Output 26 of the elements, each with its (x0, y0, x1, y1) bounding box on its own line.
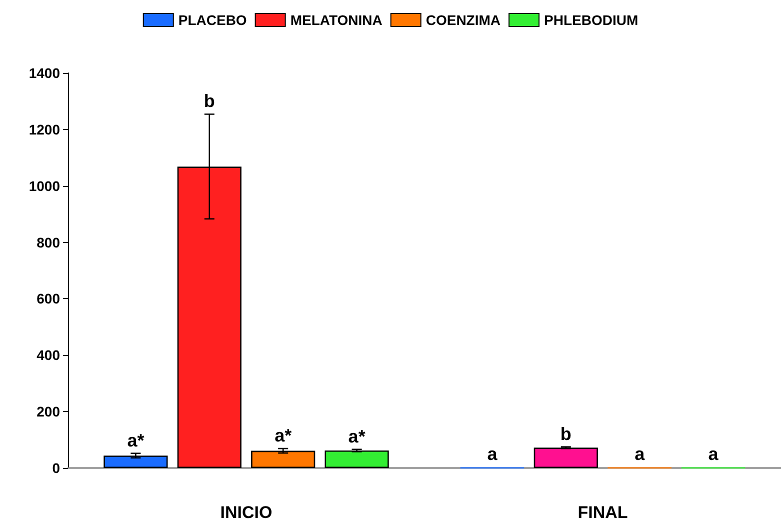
y-tick-label: 1400 (28, 65, 60, 81)
legend-label: COENZIMA (426, 12, 501, 28)
y-tick-label: 1000 (28, 178, 60, 194)
bar (104, 456, 168, 468)
y-tick-label: 400 (36, 347, 60, 364)
legend-label: PHLEBODIUM (544, 12, 638, 28)
legend-label: MELATONINA (290, 12, 382, 28)
x-tick-label: FINAL (578, 503, 628, 522)
y-tick-label: 200 (36, 404, 60, 420)
data-label: b (204, 91, 215, 112)
data-label: a* (274, 426, 292, 446)
y-tick-label: 1200 (28, 121, 60, 138)
data-label: a (634, 444, 646, 464)
data-label: a (487, 444, 498, 464)
data-label: a* (127, 430, 144, 450)
y-tick-label: 0 (52, 460, 60, 476)
y-tick-label: 600 (36, 290, 60, 307)
bar (324, 450, 389, 468)
data-label: b (560, 424, 572, 444)
x-tick-label: INICIO (220, 503, 272, 522)
data-label: a (708, 444, 720, 464)
legend-label: PLACEBO (178, 12, 247, 28)
y-tick-label: 800 (36, 234, 60, 250)
bar (251, 450, 316, 468)
data-label: a* (348, 426, 366, 446)
bar (534, 448, 598, 468)
